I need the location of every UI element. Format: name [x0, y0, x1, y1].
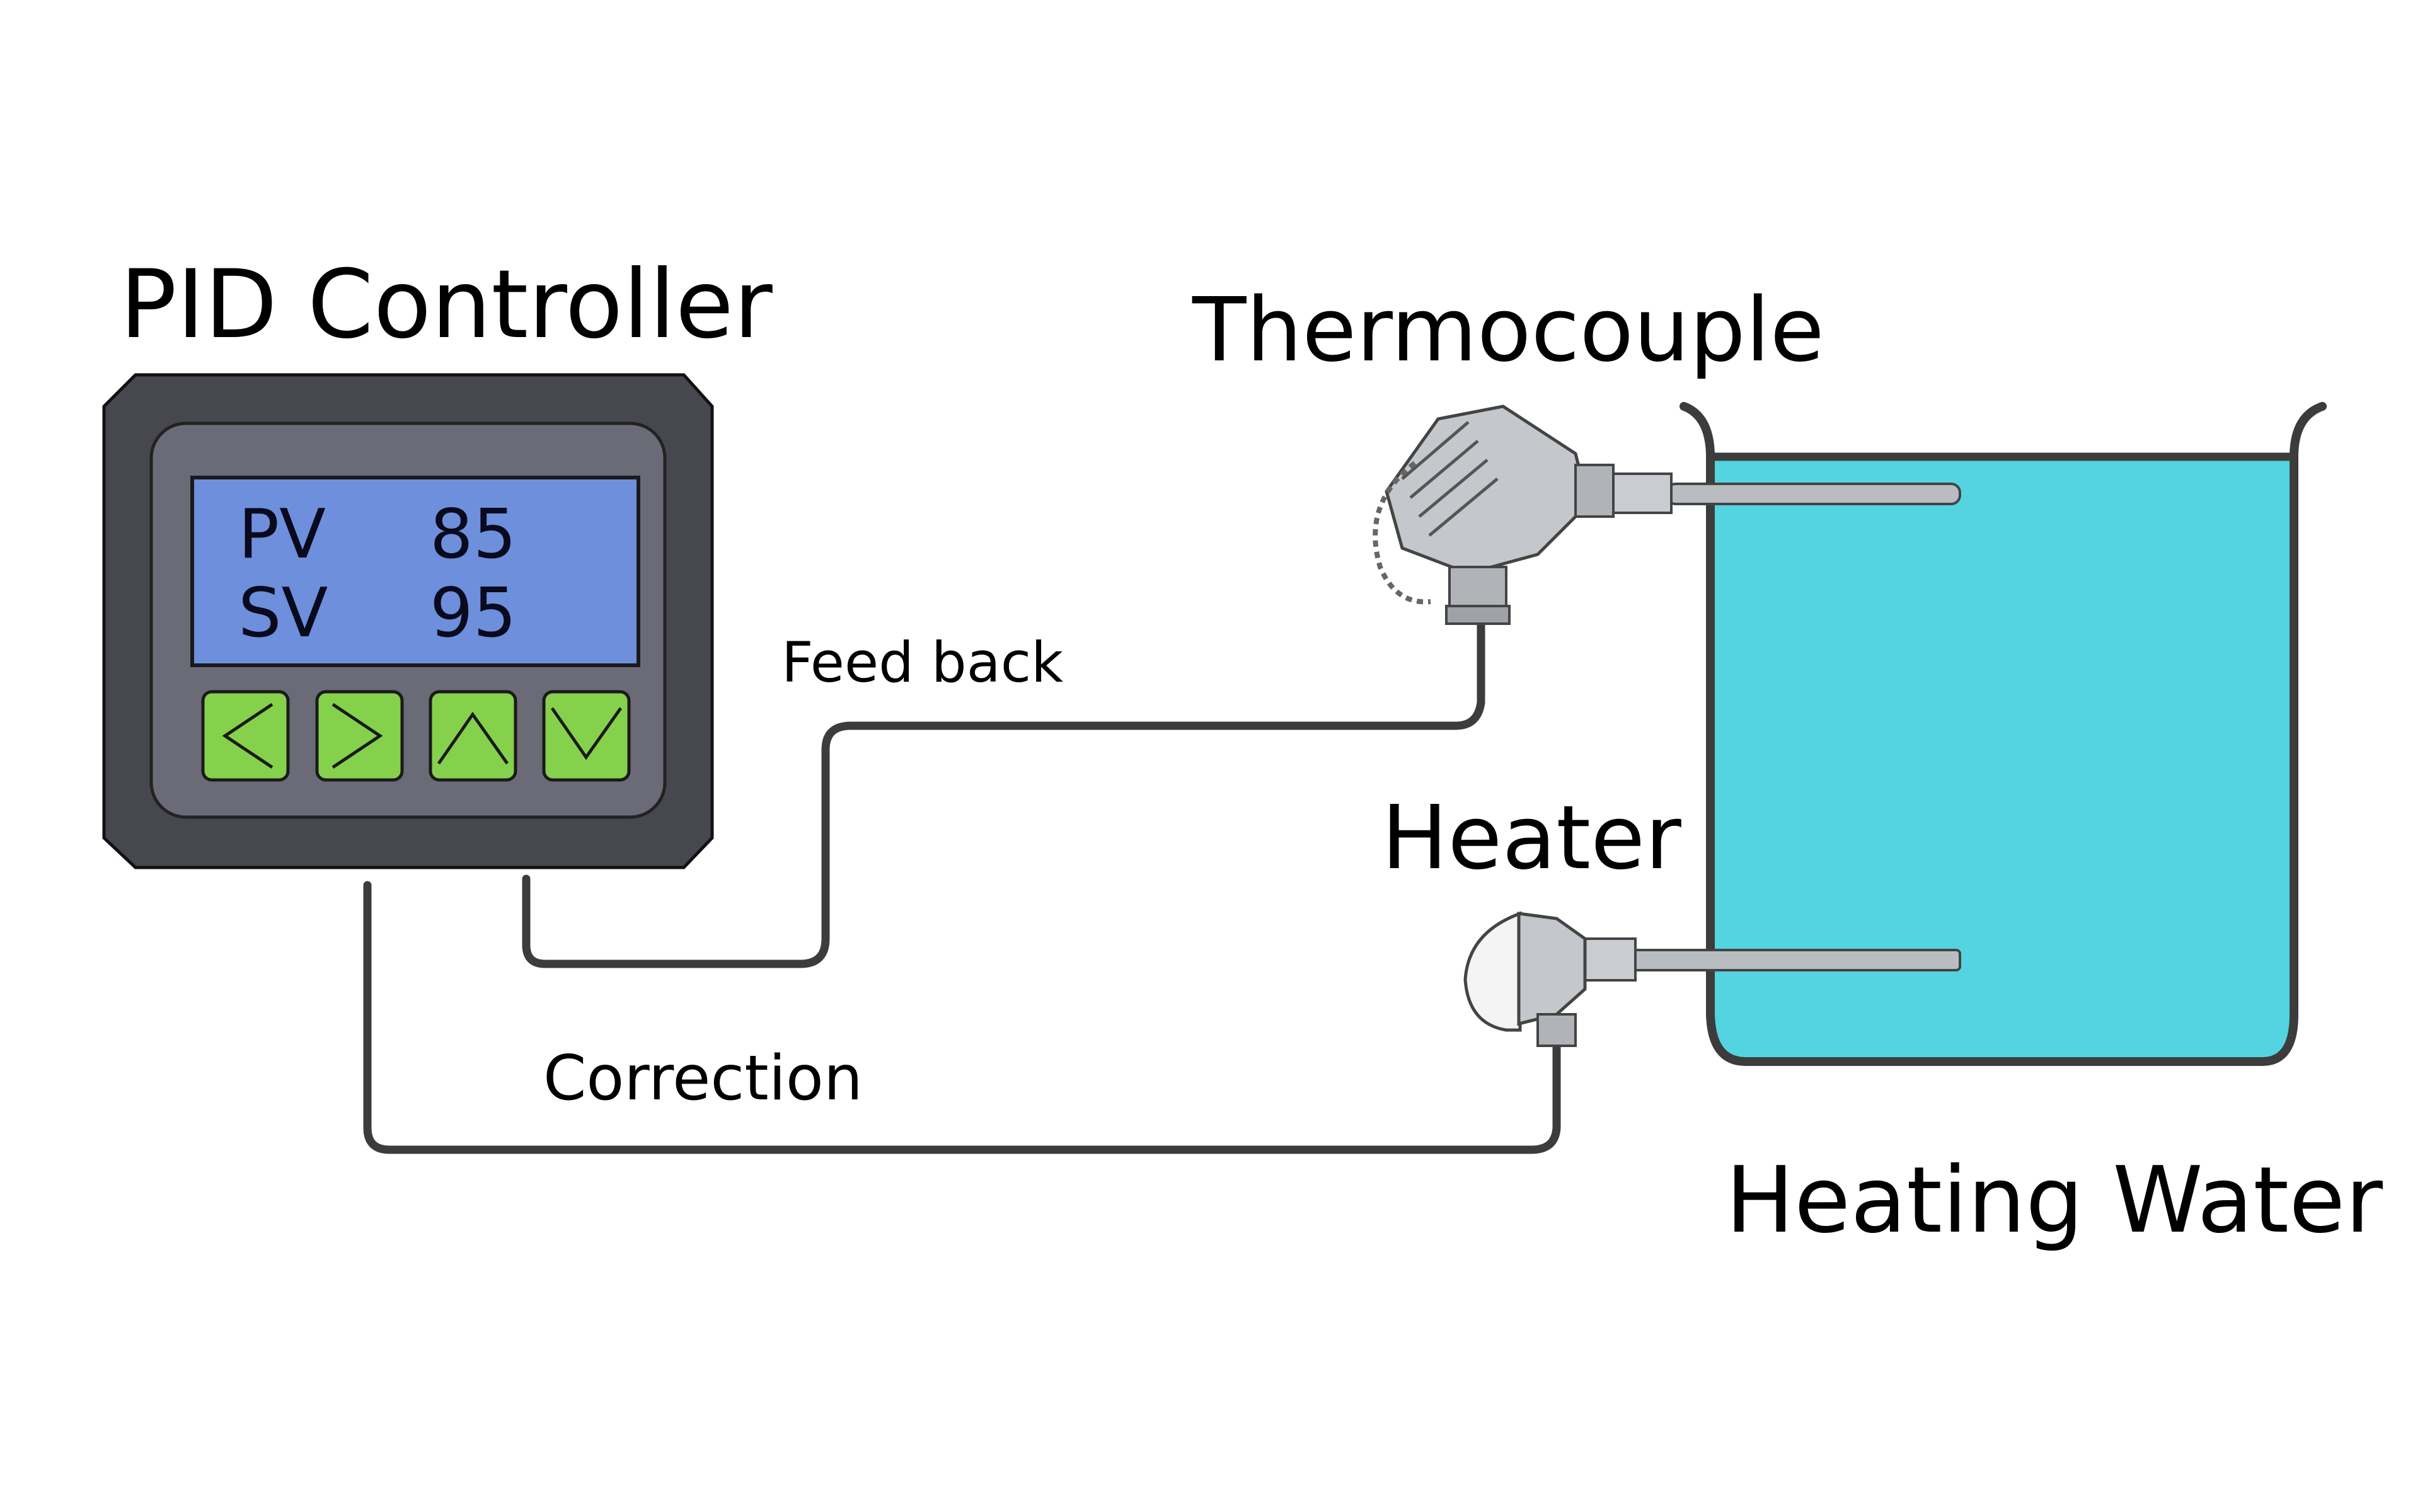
right-button[interactable] — [315, 690, 404, 782]
heater-cap — [1463, 911, 1522, 1032]
water — [1713, 457, 2291, 1058]
heater-fitting — [1581, 937, 1637, 982]
thermocouple-head — [1385, 404, 1590, 575]
thermocouple-label: Thermocouple — [1192, 279, 1824, 382]
water-tank: Heating Water — [1680, 402, 2383, 1254]
thermocouple-gland-nut — [1445, 605, 1511, 625]
correction-label: Correction — [543, 1043, 863, 1114]
thermocouple-fitting — [1607, 472, 1673, 514]
thermocouple-probe — [1666, 483, 1961, 505]
thermocouple-neck — [1574, 464, 1615, 518]
sv-label: SV — [238, 574, 328, 653]
chevron-left-icon — [222, 702, 274, 769]
wires — [363, 616, 1561, 1154]
heater-gland — [1536, 1013, 1577, 1047]
heater-head — [1517, 912, 1587, 1026]
left-button[interactable] — [201, 690, 290, 782]
heater: Heater — [1381, 787, 1961, 1047]
pid-controller: PID Controller PV 85 SV 95 — [102, 250, 773, 869]
lcd-screen — [190, 476, 640, 667]
feedback-label: Feed back — [781, 630, 1063, 695]
thermocouple: Thermocouple — [1192, 279, 1961, 625]
thermocouple-chain — [1373, 461, 1431, 605]
controller-title: PID Controller — [120, 250, 773, 360]
pv-label: PV — [238, 495, 326, 574]
chevron-right-icon — [331, 702, 383, 769]
thermocouple-cap-fins — [1401, 421, 1499, 537]
thermocouple-gland — [1448, 566, 1507, 612]
pv-value: 85 — [430, 495, 516, 574]
correction-wire — [363, 881, 1561, 1154]
heater-element — [1628, 949, 1961, 971]
sv-value: 95 — [430, 574, 516, 653]
chevron-up-icon — [437, 711, 509, 765]
chevron-down-icon — [550, 707, 623, 760]
tank-label: Heating Water — [1726, 1147, 2383, 1254]
up-button[interactable] — [429, 690, 517, 782]
tank-wall — [1680, 402, 2327, 1066]
down-button[interactable] — [542, 690, 631, 782]
feedback-wire — [522, 616, 1485, 968]
heater-label: Heater — [1381, 787, 1681, 890]
